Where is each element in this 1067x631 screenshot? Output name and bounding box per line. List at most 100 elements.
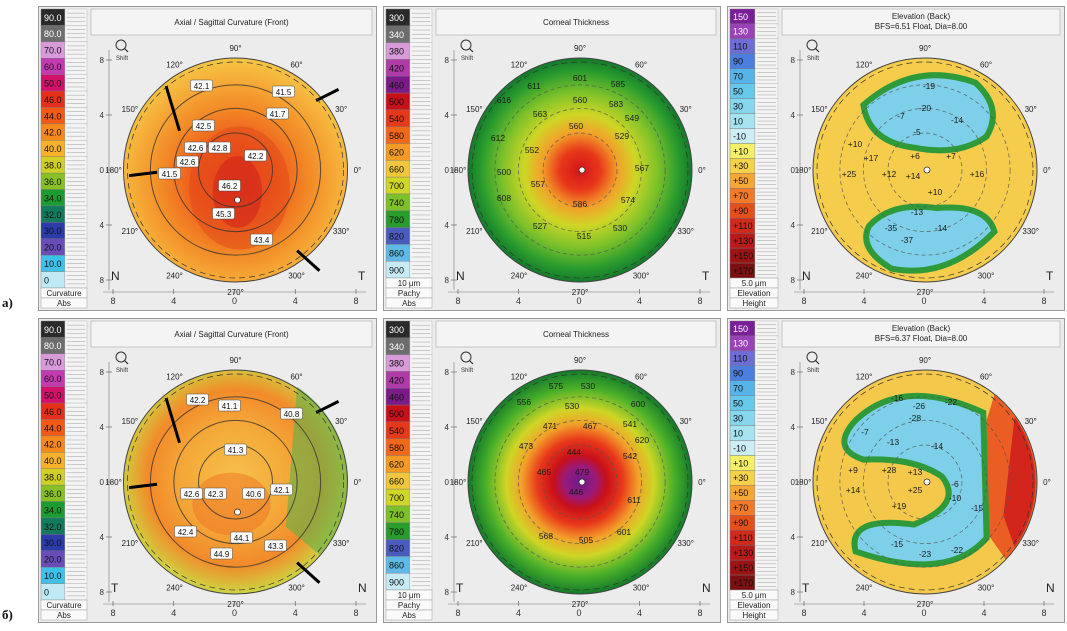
scale-value: -10	[733, 131, 746, 141]
meridian-bar	[164, 397, 181, 444]
horizontal-axis: 8 4 0 4 8	[448, 289, 710, 306]
thickness-value: 611	[627, 495, 641, 505]
angle-label: 210°	[811, 227, 828, 236]
scale-value: 300	[389, 13, 404, 23]
magnifier-icon[interactable]	[460, 39, 474, 53]
angle-label: 330°	[677, 227, 694, 236]
thickness-value: 616	[497, 95, 511, 105]
vertical-axis: 8 4 0 4 8	[791, 50, 803, 290]
thickness-value: 556	[517, 397, 531, 407]
scale-value: 70.0	[44, 46, 62, 56]
scale-value: 130	[733, 27, 748, 37]
zone-ring	[816, 61, 1034, 279]
magnifier-icon[interactable]	[115, 39, 129, 53]
curvature-value: 46.2	[222, 182, 238, 191]
scale-value: 380	[389, 359, 404, 369]
magnifier-icon[interactable]	[806, 39, 820, 53]
apex-marker	[234, 508, 241, 516]
map-ring	[862, 108, 987, 232]
angle-label: 90°	[574, 356, 586, 365]
scale-value: +170	[733, 266, 753, 276]
meridian-bar	[315, 400, 340, 414]
elevation-value: -19	[923, 81, 936, 91]
scale-value: 620	[389, 460, 404, 470]
elevation-value: -35	[885, 223, 898, 233]
curvature-value: 42.2	[248, 152, 264, 161]
map-values: 42.2 41.1 40.8 41.3 42.6 42.3 40.6 42.1 42.4 44.1…	[174, 393, 303, 560]
curvature-value: 44.9	[214, 550, 230, 559]
elevation-value: +19	[892, 501, 907, 511]
curvature-value: 42.2	[190, 396, 206, 405]
curvature-value: 44.1	[234, 534, 250, 543]
map-title: Elevation (Back)	[892, 12, 951, 21]
scale-value: 860	[389, 248, 404, 258]
direction-right-label: T	[358, 269, 366, 283]
scale-footer: Pachy	[398, 289, 420, 298]
angle-label: 180°	[105, 478, 122, 487]
magnifier-icon[interactable]	[115, 351, 129, 365]
curvature-value: 41.3	[228, 446, 244, 455]
scale-value: 420	[389, 376, 404, 386]
map-ring	[887, 132, 963, 208]
map-ring	[494, 396, 666, 568]
color-scale: 90.0 80.0 70.0 60.0 50.0 46.0 44.0 42.0 40.0 38.0…	[40, 320, 88, 621]
thickness-value: 574	[621, 195, 635, 205]
direction-right-label: N	[702, 581, 711, 595]
scale-value: 620	[389, 148, 404, 158]
zoom-label: Shift	[461, 368, 473, 374]
scale-value: 860	[389, 560, 404, 570]
axis-tick-label: 8	[353, 608, 358, 618]
axis-tick-label: 0	[576, 296, 581, 306]
elevation-value: -22	[945, 397, 958, 407]
elevation-value: -28	[909, 413, 922, 423]
scale-value: +130	[733, 236, 753, 246]
title-bar	[435, 8, 717, 36]
magnifier-icon[interactable]	[806, 351, 820, 365]
angle-label: 120°	[511, 60, 528, 69]
axis-tick-label: 4	[100, 533, 105, 542]
map-ring	[517, 108, 642, 232]
magnifier-icon[interactable]	[460, 351, 474, 365]
scale-value: 42.0	[44, 440, 62, 450]
scale-value: 34.0	[44, 505, 62, 515]
elevation-value: -22	[951, 545, 964, 555]
scale-footer: Curvature	[46, 289, 82, 298]
scale-value: 90	[733, 369, 743, 379]
thickness-value: 529	[615, 131, 629, 141]
axis-tick-label: 4	[100, 423, 105, 432]
horizontal-axis: 8 4 0 4 8	[794, 601, 1054, 618]
elevation-value: +16	[970, 169, 985, 179]
map-ring	[862, 420, 987, 544]
scale-value: 740	[389, 198, 404, 208]
scale-value: 50	[733, 86, 743, 96]
scale-value: +90	[733, 518, 748, 528]
scale-value: 60.0	[44, 62, 62, 72]
axis-tick-label: 0	[791, 478, 796, 487]
angle-labels: 90° 60° 30° 0° 330° 300° 270° 240° 210° 180° 150° 1…	[105, 356, 361, 609]
angle-label: 300°	[288, 584, 305, 593]
map-ring	[149, 84, 322, 256]
scale-value: 38.0	[44, 473, 62, 483]
scale-value: 460	[389, 80, 404, 90]
direction-right-label: N	[1046, 581, 1055, 595]
axis-tick-label: 4	[100, 111, 105, 120]
row-label: б)	[2, 607, 13, 622]
curvature-value: 42.3	[208, 490, 224, 499]
angle-label: 30°	[335, 105, 347, 114]
thickness-value: 586	[573, 199, 587, 209]
axis-tick-label: 0	[921, 296, 926, 306]
scale-footer: Height	[742, 299, 766, 308]
angle-labels: 90° 60° 30° 0° 330° 300° 270° 240° 210° 180° 150° 1…	[105, 44, 361, 297]
angle-label: 90°	[919, 44, 931, 53]
map-ring	[542, 132, 618, 208]
angle-label: 60°	[980, 60, 992, 69]
elevation-value: +17	[864, 153, 879, 163]
thickness-value: 560	[573, 95, 587, 105]
elevation-value: +25	[842, 169, 857, 179]
topography-map	[467, 369, 693, 595]
elevation-value: -20	[919, 103, 932, 113]
horizontal-axis: 8 4 0 4 8	[448, 601, 710, 618]
scale-value: 820	[389, 544, 404, 554]
scale-value: 90.0	[44, 13, 62, 23]
scale-value: 40.0	[44, 456, 62, 466]
